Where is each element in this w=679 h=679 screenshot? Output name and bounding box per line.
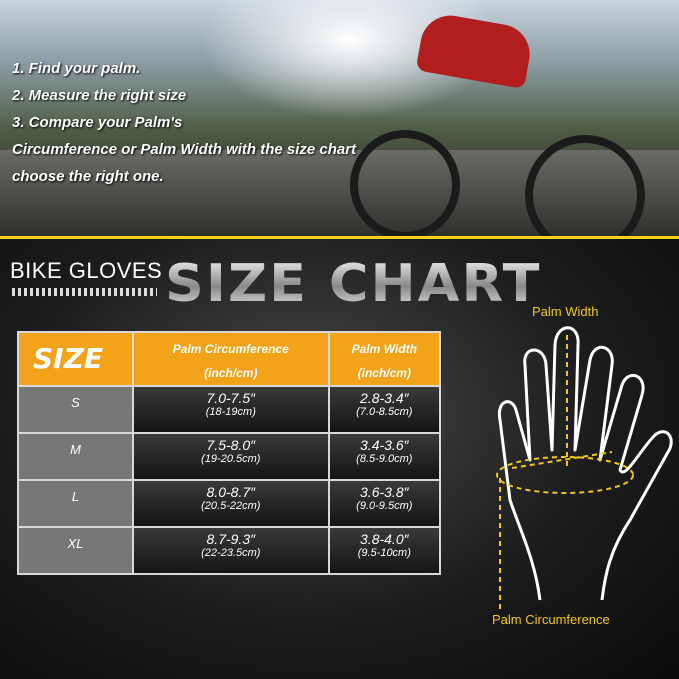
cyclist-photo: 1. Find your palm. 2. Measure the right … [0,0,679,236]
table-row: XL 8.7-9.3″ (22-23.5cm) 3.8-4.0″ (9.5-10cm) [17,526,442,575]
circ-cell: 7.0-7.5″ (18-19cm) [132,385,330,434]
table-header: SIZE Palm Circumference (inch/cm) Palm Wi… [17,331,442,387]
brand-label: BIKE GLOVES [10,258,163,283]
instructions: 1. Find your palm. 2. Measure the right … [12,55,356,190]
width-cell: 3.6-3.8″ (9.0-9.5cm) [327,479,442,528]
circ-cell: 8.0-8.7″ (20.5-22cm) [132,479,330,528]
step-3-end: choose the right one. [12,168,164,185]
header-width: Palm Width (inch/cm) [327,331,442,387]
palm-circumference-label: Palm Circumference [492,612,610,627]
bike-wheel [350,130,460,236]
header-circumference: Palm Circumference (inch/cm) [132,331,330,387]
hand-outline-icon [497,326,673,601]
width-cell: 3.4-3.6″ (8.5-9.0cm) [327,432,442,481]
size-cell: L [17,479,134,528]
step-1: 1. Find your palm. [12,60,141,77]
table-row: M 7.5-8.0″ (19-20.5cm) 3.4-3.6″ (8.5-9.0cm) [17,432,442,481]
size-cell: XL [17,526,134,575]
width-cell: 3.8-4.0″ (9.5-10cm) [327,526,442,575]
table-row: L 8.0-8.7″ (20.5-22cm) 3.6-3.8″ (9.0-9.5cm) [17,479,442,528]
table-row: S 7.0-7.5″ (18-19cm) 2.8-3.4″ (7.0-8.5cm) [17,385,442,434]
size-cell: S [17,385,134,434]
bike-wheel [525,135,645,236]
hand-diagram [496,326,673,610]
step-3: 3. Compare your Palm's [12,114,183,131]
palm-width-label: Palm Width [532,304,599,319]
circ-cell: 8.7-9.3″ (22-23.5cm) [132,526,330,575]
header-size: SIZE [17,331,134,387]
page-title: SIZE CHART [165,253,542,314]
width-cell: 2.8-3.4″ (7.0-8.5cm) [327,385,442,434]
divider-stripe [0,236,679,239]
size-table: SIZE Palm Circumference (inch/cm) Palm Wi… [17,331,442,575]
step-3-cont: Circumference or Palm Width with the siz… [12,141,357,158]
decorative-bars [12,288,157,296]
size-cell: M [17,432,134,481]
circ-cell: 7.5-8.0″ (19-20.5cm) [132,432,330,481]
step-2: 2. Measure the right size [12,87,187,104]
